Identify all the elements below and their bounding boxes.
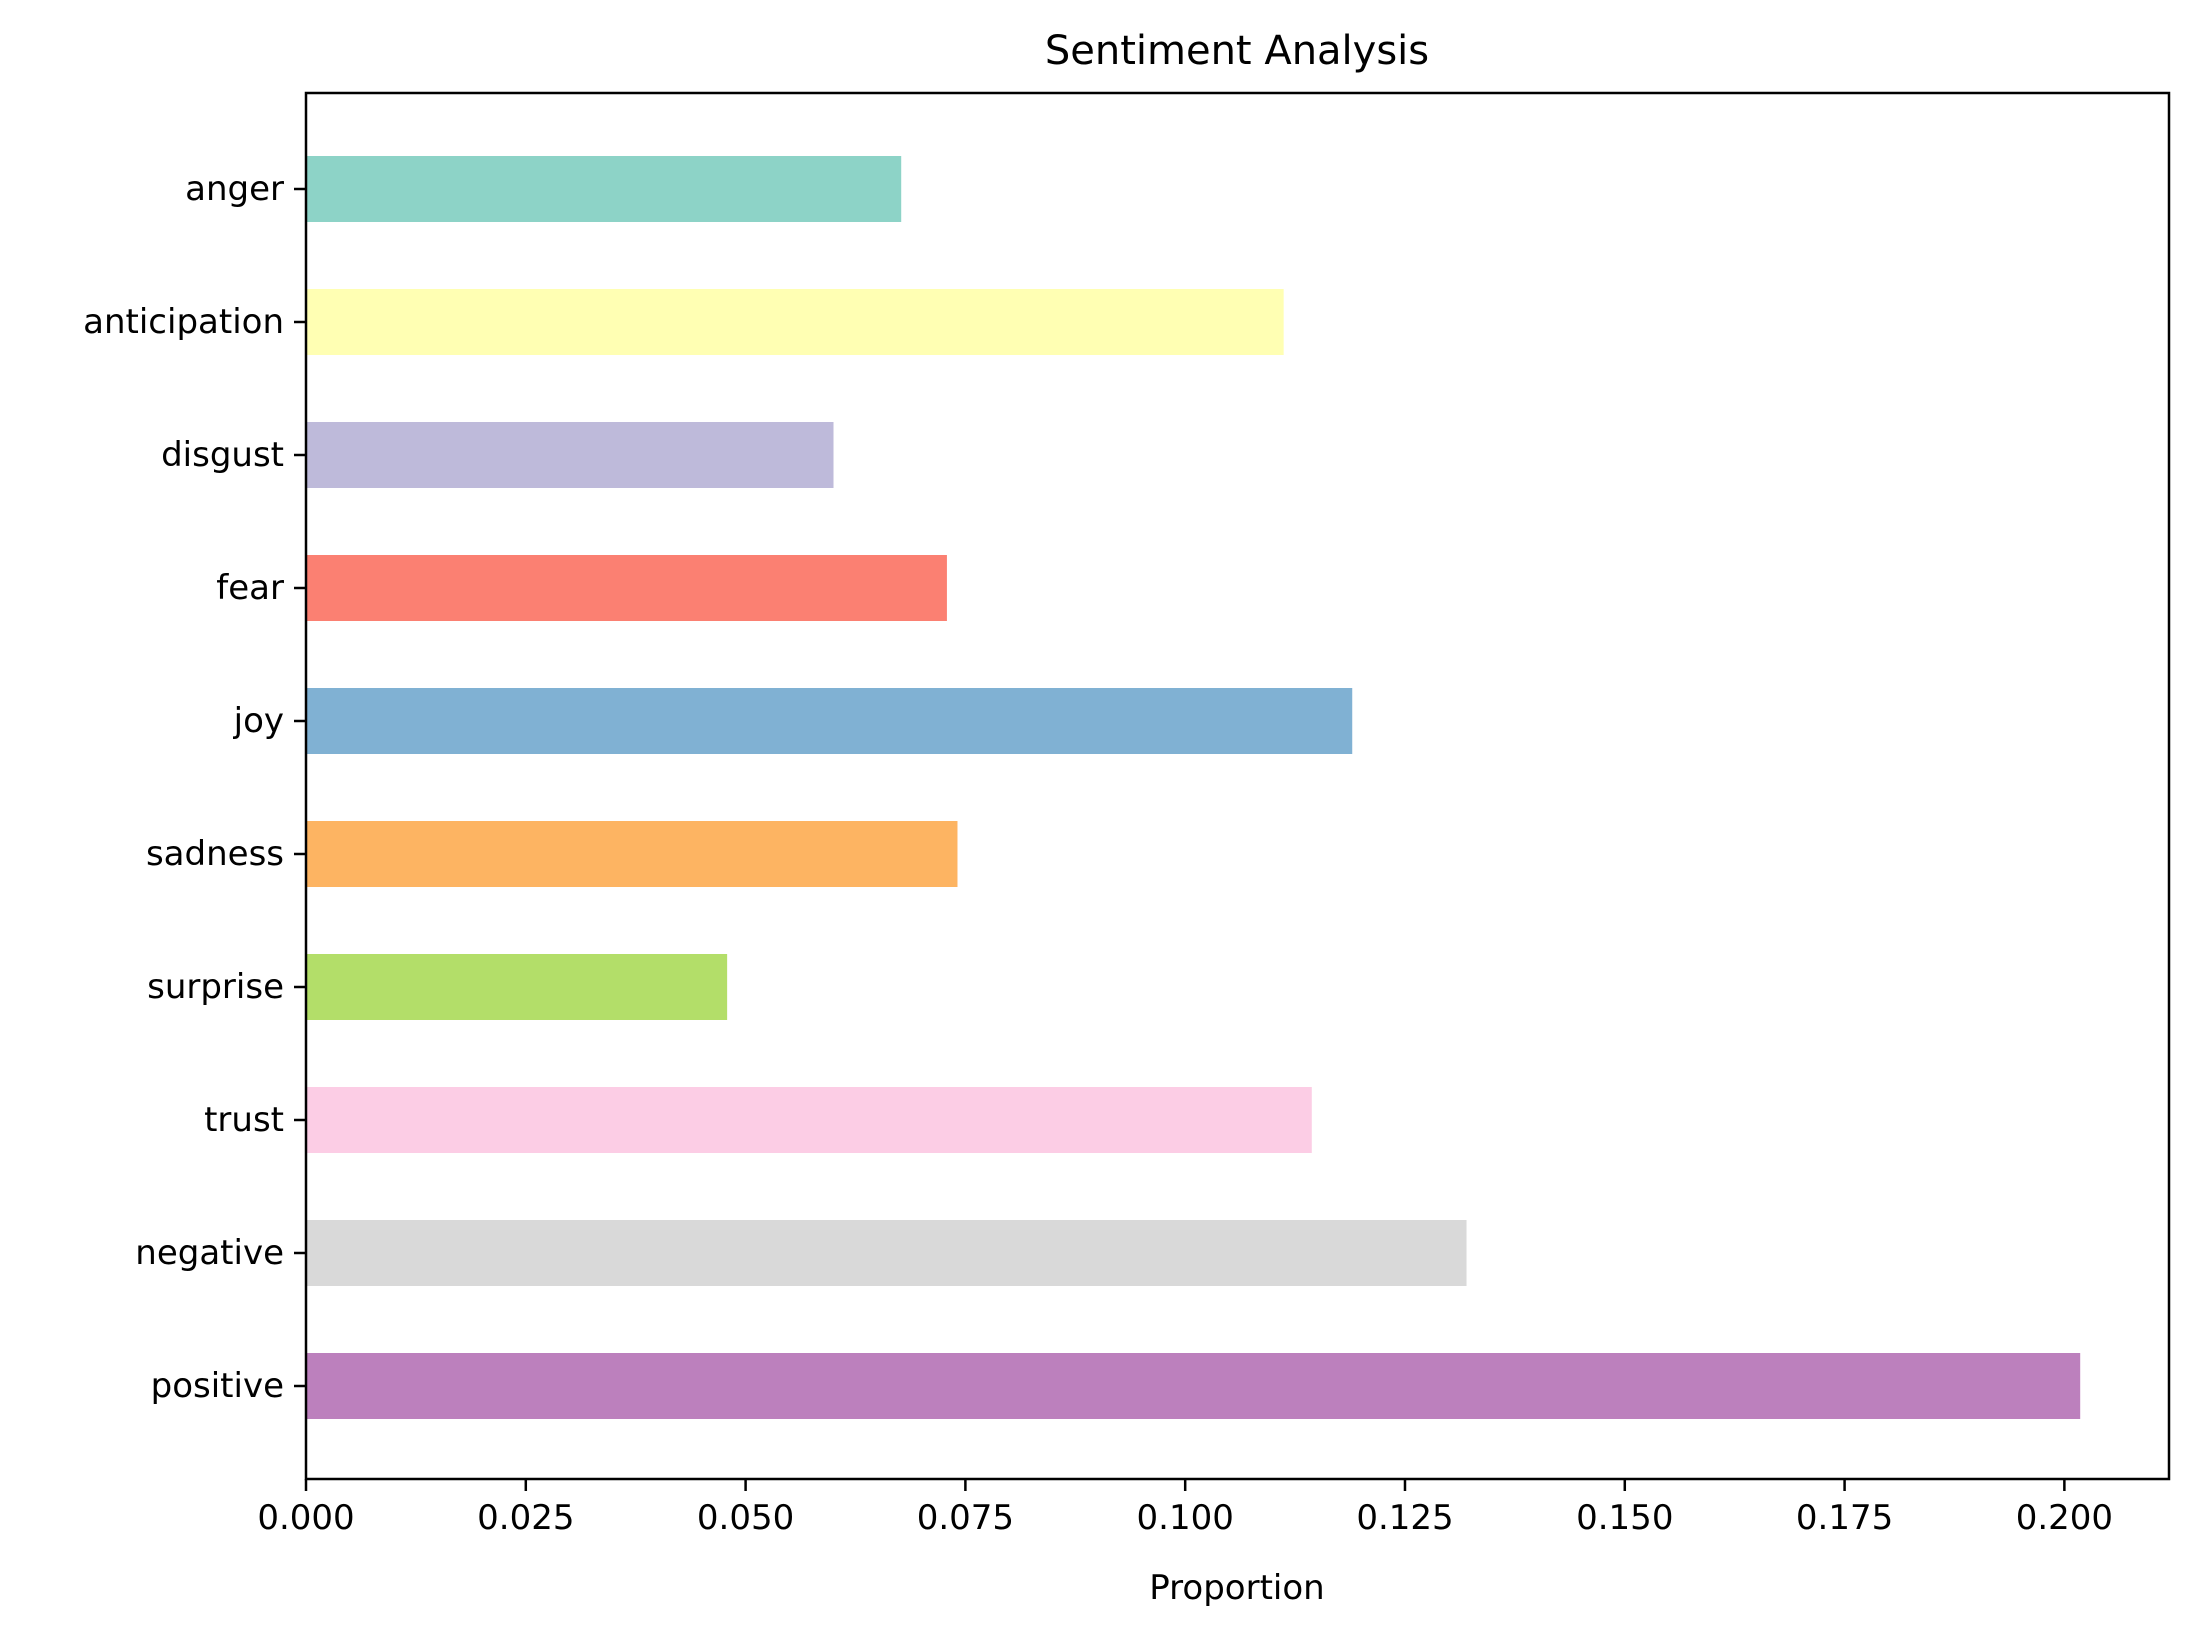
y-axis-ticks: anger anticipation disgust fear joy sadness su… [83,169,306,1406]
bar-sadness [306,821,958,887]
x-tick-label: 0.175 [1796,1498,1893,1538]
y-tick-label-anger: anger [185,169,284,209]
bar-positive [306,1353,2081,1419]
y-tick-label-negative: negative [135,1233,284,1273]
y-tick-label-anticipation: anticipation [83,302,284,342]
x-tick-label: 0.150 [1576,1498,1673,1538]
y-tick-label-sadness: sadness [146,834,284,874]
x-tick-label: 0.200 [2016,1498,2113,1538]
bar-anticipation [306,289,1284,355]
y-tick-label-trust: trust [204,1100,284,1140]
x-tick-label: 0.025 [477,1498,574,1538]
bar-fear [306,555,947,621]
plot-frame [304,91,2171,1481]
x-axis-ticks: 0.000 0.025 0.050 0.075 0.100 0.125 0.150 0.175… [257,1479,2113,1538]
x-tick-label: 0.125 [1356,1498,1453,1538]
bar-disgust [306,422,834,488]
x-tick-label: 0.050 [697,1498,794,1538]
y-tick-label-disgust: disgust [161,435,284,475]
y-tick-label-positive: positive [151,1366,284,1406]
x-tick-label: 0.100 [1137,1498,1234,1538]
y-tick-label-fear: fear [216,568,284,608]
y-tick-label-surprise: surprise [147,967,284,1007]
bar-negative [306,1220,1467,1286]
x-tick-label: 0.000 [257,1498,354,1538]
x-axis-label: Proportion [1149,1568,1324,1608]
x-tick-label: 0.075 [917,1498,1014,1538]
bar-joy [306,688,1353,754]
bar-surprise [306,954,728,1020]
chart-title: Sentiment Analysis [1045,28,1429,74]
bar-anger [306,156,902,222]
bar-trust [306,1087,1312,1153]
y-tick-label-joy: joy [233,701,284,741]
bars-group [306,156,2081,1419]
